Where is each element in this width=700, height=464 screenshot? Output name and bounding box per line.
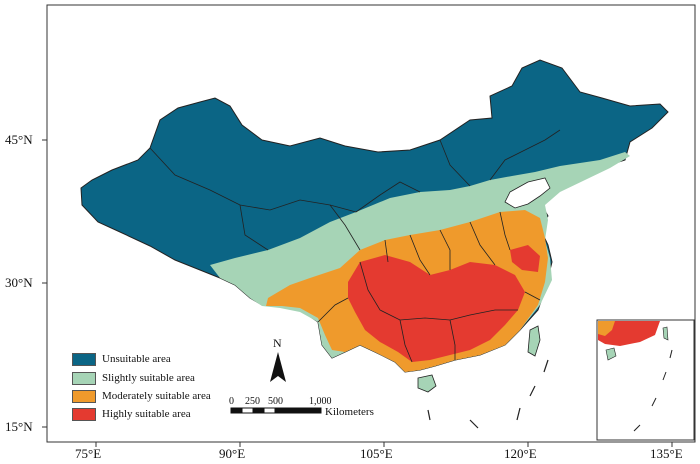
province-boundaries: [149, 129, 561, 363]
lon-tick-label: 75°E: [75, 446, 102, 461]
legend-label: Moderately suitable area: [102, 390, 211, 402]
lon-tick-label: 105°E: [360, 446, 393, 461]
axis-ticks: [42, 139, 673, 447]
legend-item: Slightly suitable area: [72, 370, 195, 386]
north-label: N: [273, 336, 282, 350]
hainan-island: [417, 374, 437, 393]
legend-label: Slightly suitable area: [102, 372, 195, 384]
inset-hainan: [605, 347, 617, 361]
scale-bar-graphic: [230, 407, 322, 414]
inset-taiwan: [662, 326, 669, 341]
legend-swatch: [72, 407, 96, 421]
inset-dashes: [633, 349, 673, 432]
north-arrow: [270, 352, 286, 382]
legend-swatch: [72, 371, 96, 385]
legend-swatch: [72, 389, 96, 403]
scale-tick-label: 250: [245, 396, 260, 407]
highly-suitable-region-east: [510, 245, 540, 272]
scale-tick-label: 0: [229, 396, 234, 407]
legend-item: Unsuitable area: [72, 351, 171, 367]
highly-suitable-region: [348, 255, 525, 362]
legend-item: Highly suitable area: [72, 406, 191, 422]
lon-tick-label: 90°E: [219, 446, 246, 461]
scale-unit-label: Kilometers: [325, 406, 374, 418]
legend-label: Unsuitable area: [102, 353, 171, 365]
bohai-sea: [504, 177, 551, 209]
scale-tick-label: 500: [268, 396, 283, 407]
scale-tick-label: 1,000: [309, 396, 332, 407]
lon-tick-label: 135°E: [650, 446, 683, 461]
sea-boundary-dashes: [427, 359, 549, 429]
inset-land-orange: [598, 321, 615, 336]
lat-tick-label: 15°N: [5, 419, 33, 434]
lon-tick-label: 120°E: [504, 446, 537, 461]
legend-swatch: [72, 352, 96, 366]
lat-tick-label: 30°N: [5, 275, 33, 290]
legend-label: Highly suitable area: [102, 408, 191, 420]
taiwan-island: [527, 325, 541, 357]
inset-land: [598, 321, 660, 346]
legend-item: Moderately suitable area: [72, 388, 211, 404]
lat-tick-label: 45°N: [5, 132, 33, 147]
